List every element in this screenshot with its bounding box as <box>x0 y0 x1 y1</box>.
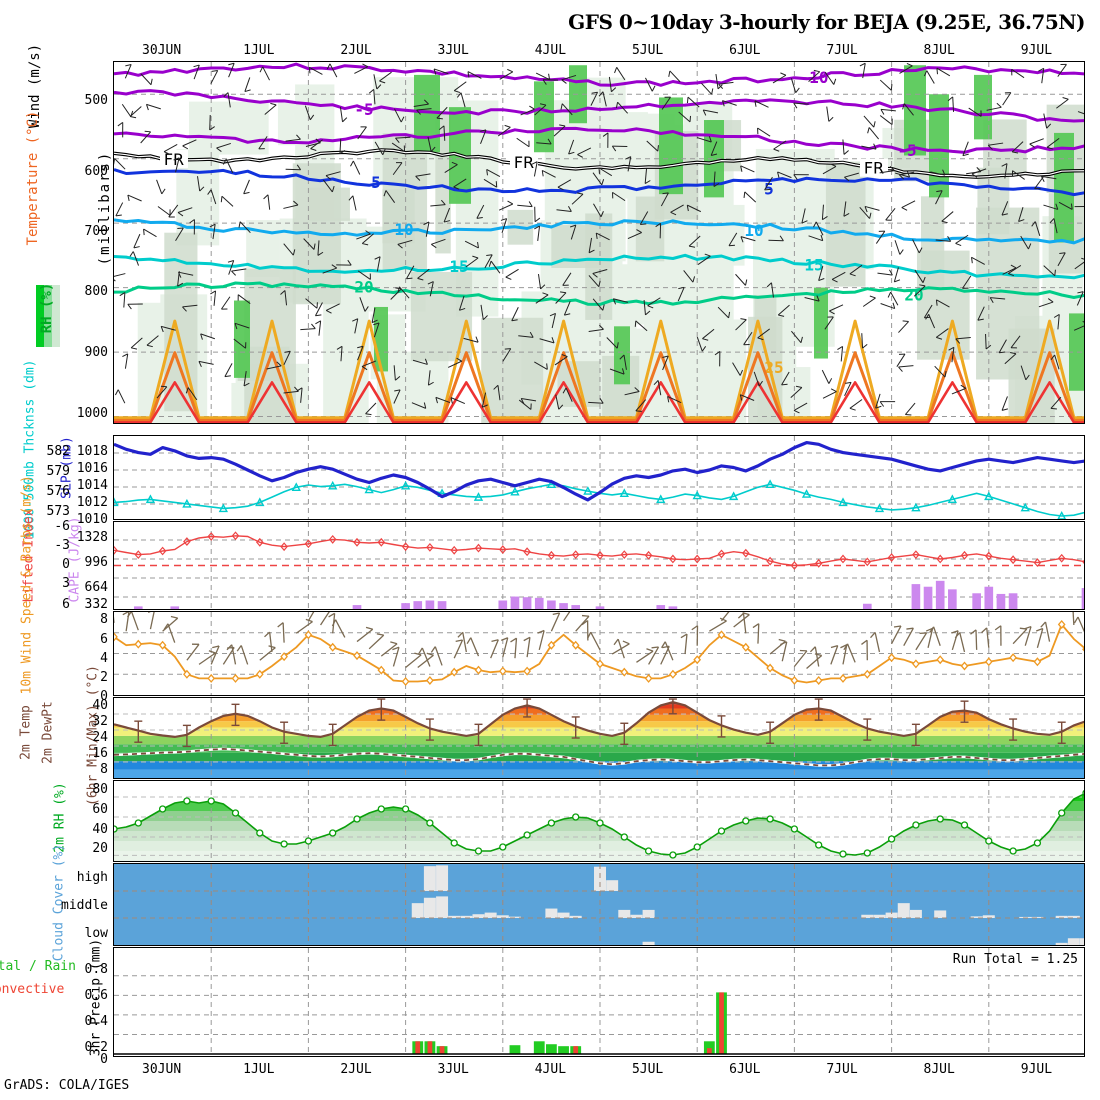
ytick-thickness-3: 573 <box>46 504 70 519</box>
ytick-rh-1: 60 <box>92 802 108 817</box>
ytick-wind-0: 8 <box>100 612 108 627</box>
svg-text:5: 5 <box>371 173 381 192</box>
svg-text:15: 15 <box>804 256 823 275</box>
ytick-slp-1: 1016 <box>76 461 108 476</box>
svg-text:20: 20 <box>904 285 923 304</box>
ytick-precip-2: 0.4 <box>84 1014 108 1029</box>
ytick-cloud-2: low <box>84 926 108 941</box>
date-label-2jul: 2JUL <box>340 43 372 58</box>
ytick-temp-3: 16 <box>92 746 108 761</box>
ytick-slp-2: 1014 <box>76 478 108 493</box>
ytick-pressure-1: 600 <box>84 164 108 179</box>
date-label-4jul: 4JUL <box>534 43 567 58</box>
date-label-7jul: 7JUL <box>826 43 858 58</box>
ytick-temp-1: 32 <box>92 714 108 729</box>
ytick-cape-3: 332 <box>84 597 108 612</box>
ytick-pressure-2: 700 <box>84 224 108 239</box>
ytick-temp-2: 24 <box>92 730 108 745</box>
ytick-thickness-1: 579 <box>46 464 70 479</box>
date-label-4jul: 4JUL <box>534 1062 567 1077</box>
date-label-5jul: 5JUL <box>631 43 664 58</box>
date-label-3jul: 3JUL <box>437 43 469 58</box>
run-total-label: Run Total = 1.25 <box>952 952 1078 967</box>
date-label-9jul: 9JUL <box>1020 43 1053 58</box>
ytick-thickness-0: 582 <box>46 444 70 459</box>
ytick-temp-0: 40 <box>92 698 108 713</box>
precip-convective-label: Convective <box>0 982 65 997</box>
ytick-slp-3: 1012 <box>76 495 108 510</box>
precip-panel: Run Total = 1.25 <box>113 947 1085 1057</box>
ytick-precip-0: 0.8 <box>84 962 108 977</box>
date-label-1jul: 1JUL <box>243 1062 275 1077</box>
ytick-precip-1: 0.6 <box>84 988 108 1003</box>
pressure-axis-label: (millibars) <box>97 150 113 266</box>
rh-gradient-swatch <box>36 285 60 347</box>
ytick-li-0: -6 <box>54 519 70 534</box>
temp-dewpoint-panel <box>113 697 1085 779</box>
date-label-7jul: 7JUL <box>826 1062 858 1077</box>
date-label-1jul: 1JUL <box>243 43 275 58</box>
ytick-cape-0: 1328 <box>76 530 108 545</box>
date-label-30jun: 30JUN <box>142 1062 182 1077</box>
legend-temperature-label: Temperature (°C) <box>25 110 41 246</box>
ytick-cape-1: 996 <box>84 555 108 570</box>
svg-text:FR: FR <box>864 159 884 178</box>
ytick-cape-2: 664 <box>84 580 108 595</box>
grads-credit: GrADS: COLA/IGES <box>4 1078 130 1093</box>
ytick-precip-3: 0.2 <box>84 1040 108 1055</box>
slp-thickness-panel <box>113 435 1085 520</box>
cape-lifted-index-panel <box>113 521 1085 610</box>
cloud-cover-panel <box>113 863 1085 946</box>
temp2m-axis-label: 2m Temp <box>18 705 34 760</box>
ytick-rh-2: 40 <box>92 822 108 837</box>
date-label-3jul: 3JUL <box>437 1062 469 1077</box>
ytick-slp-4: 1010 <box>76 512 108 527</box>
ytick-cloud-0: high <box>76 870 108 885</box>
svg-text:-5: -5 <box>897 141 916 160</box>
ytick-precip-4: 0 <box>100 1052 108 1067</box>
ytick-pressure-3: 800 <box>84 284 108 299</box>
ytick-wind-1: 6 <box>100 632 108 647</box>
ytick-pressure-5: 1000 <box>76 406 108 421</box>
ytick-li-1: -3 <box>54 538 70 553</box>
ytick-temp-4: 8 <box>100 762 108 777</box>
ytick-slp-0: 1018 <box>76 444 108 459</box>
date-label-8jul: 8JUL <box>923 43 955 58</box>
ytick-li-4: 6 <box>62 597 70 612</box>
rh-2m-panel <box>113 780 1085 862</box>
svg-text:10: 10 <box>744 221 763 240</box>
wind-10m-panel <box>113 611 1085 696</box>
date-label-9jul: 9JUL <box>1020 1062 1053 1077</box>
ytick-li-3: 3 <box>62 576 70 591</box>
date-label-30jun: 30JUN <box>142 43 182 58</box>
ytick-pressure-0: 500 <box>84 93 108 108</box>
ytick-wind-2: 4 <box>100 651 108 666</box>
date-label-2jul: 2JUL <box>340 1062 372 1077</box>
page-title: GFS 0~10day 3-hourly for BEJA (9.25E, 36… <box>568 10 1085 34</box>
ytick-li-2: 0 <box>62 557 70 572</box>
date-label-8jul: 8JUL <box>923 1062 955 1077</box>
ytick-wind-3: 2 <box>100 670 108 685</box>
date-label-6jul: 6JUL <box>729 1062 761 1077</box>
svg-text:-5: -5 <box>354 100 373 119</box>
ytick-rh-3: 20 <box>92 841 108 856</box>
date-label-5jul: 5JUL <box>631 1062 664 1077</box>
svg-text:FR: FR <box>514 153 534 172</box>
ytick-thickness-2: 576 <box>46 484 70 499</box>
ytick-pressure-4: 900 <box>84 345 108 360</box>
svg-text:15: 15 <box>449 257 468 276</box>
date-label-6jul: 6JUL <box>729 43 761 58</box>
ytick-wind-4: 0 <box>100 689 108 704</box>
precip-total-label: Total / Rain <box>0 959 76 974</box>
svg-text:10: 10 <box>394 220 413 239</box>
ytick-cloud-1: middle <box>61 898 108 913</box>
svg-text:20: 20 <box>354 277 373 296</box>
ytick-rh-0: 80 <box>92 782 108 797</box>
